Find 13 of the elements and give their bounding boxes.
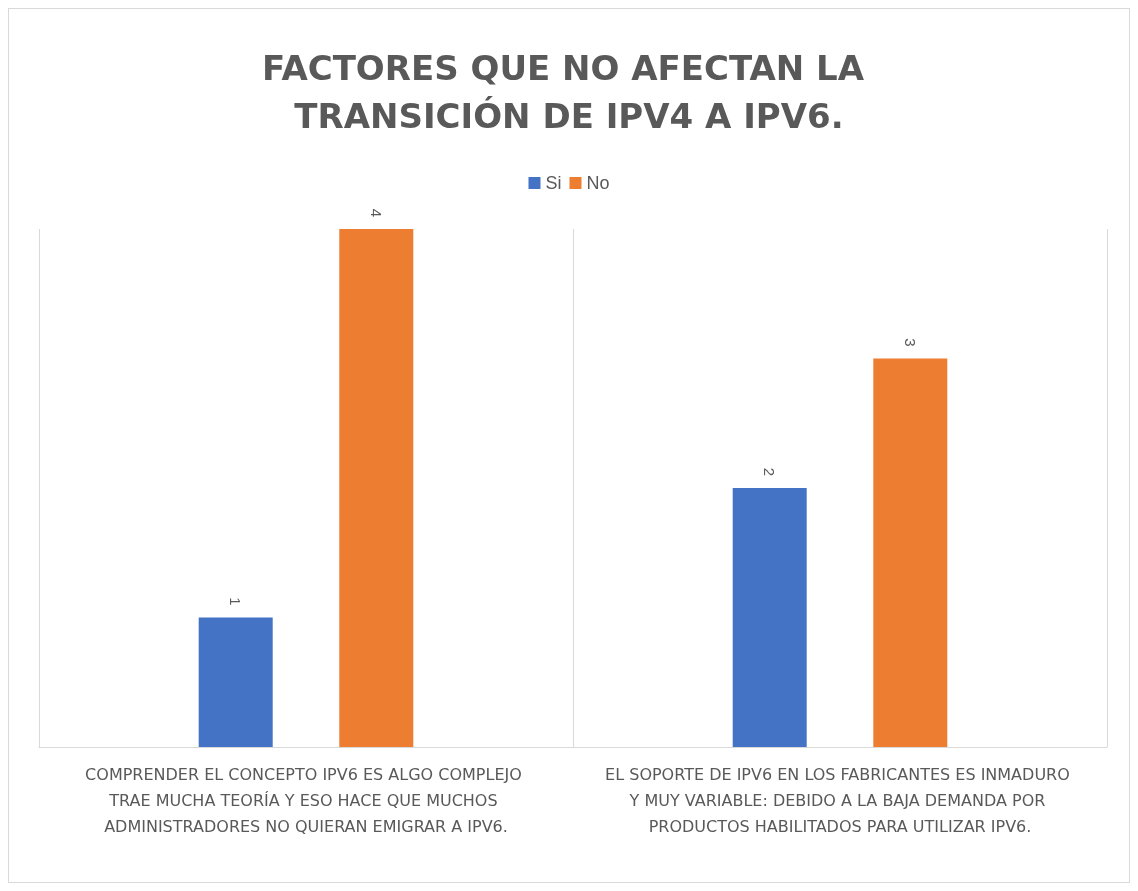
legend-label: No	[586, 173, 610, 193]
data-label: 3	[901, 338, 919, 347]
legend-label: Si	[545, 173, 562, 193]
bar	[339, 229, 414, 747]
bar	[732, 488, 807, 747]
data-label: 2	[761, 467, 779, 476]
bar	[873, 358, 948, 747]
x-tick-label: COMPRENDER EL CONCEPTO IPV6 ES ALGO COMPLEJO TRAE MUCHA TEORÍA Y ESO HACE QUE MUCHOS ADMINISTRADORES NO QUIERAN EMIGRAR A IPV6.	[85, 764, 527, 836]
bar	[198, 617, 273, 747]
data-label: 1	[227, 597, 245, 606]
chart-title: FACTORES QUE NO AFECTAN LA TRANSICIÓN DE IPV4 A IPV6.	[262, 48, 876, 136]
data-label: 4	[367, 208, 385, 217]
x-tick-label: EL SOPORTE DE IPV6 EN LOS FABRICANTES ES INMADURO Y MUY VARIABLE: DEBIDO A LA BAJA DEMANDA POR PRODUCTOS HABILITADOS PARA UTILIZAR IPV6.	[605, 764, 1075, 836]
